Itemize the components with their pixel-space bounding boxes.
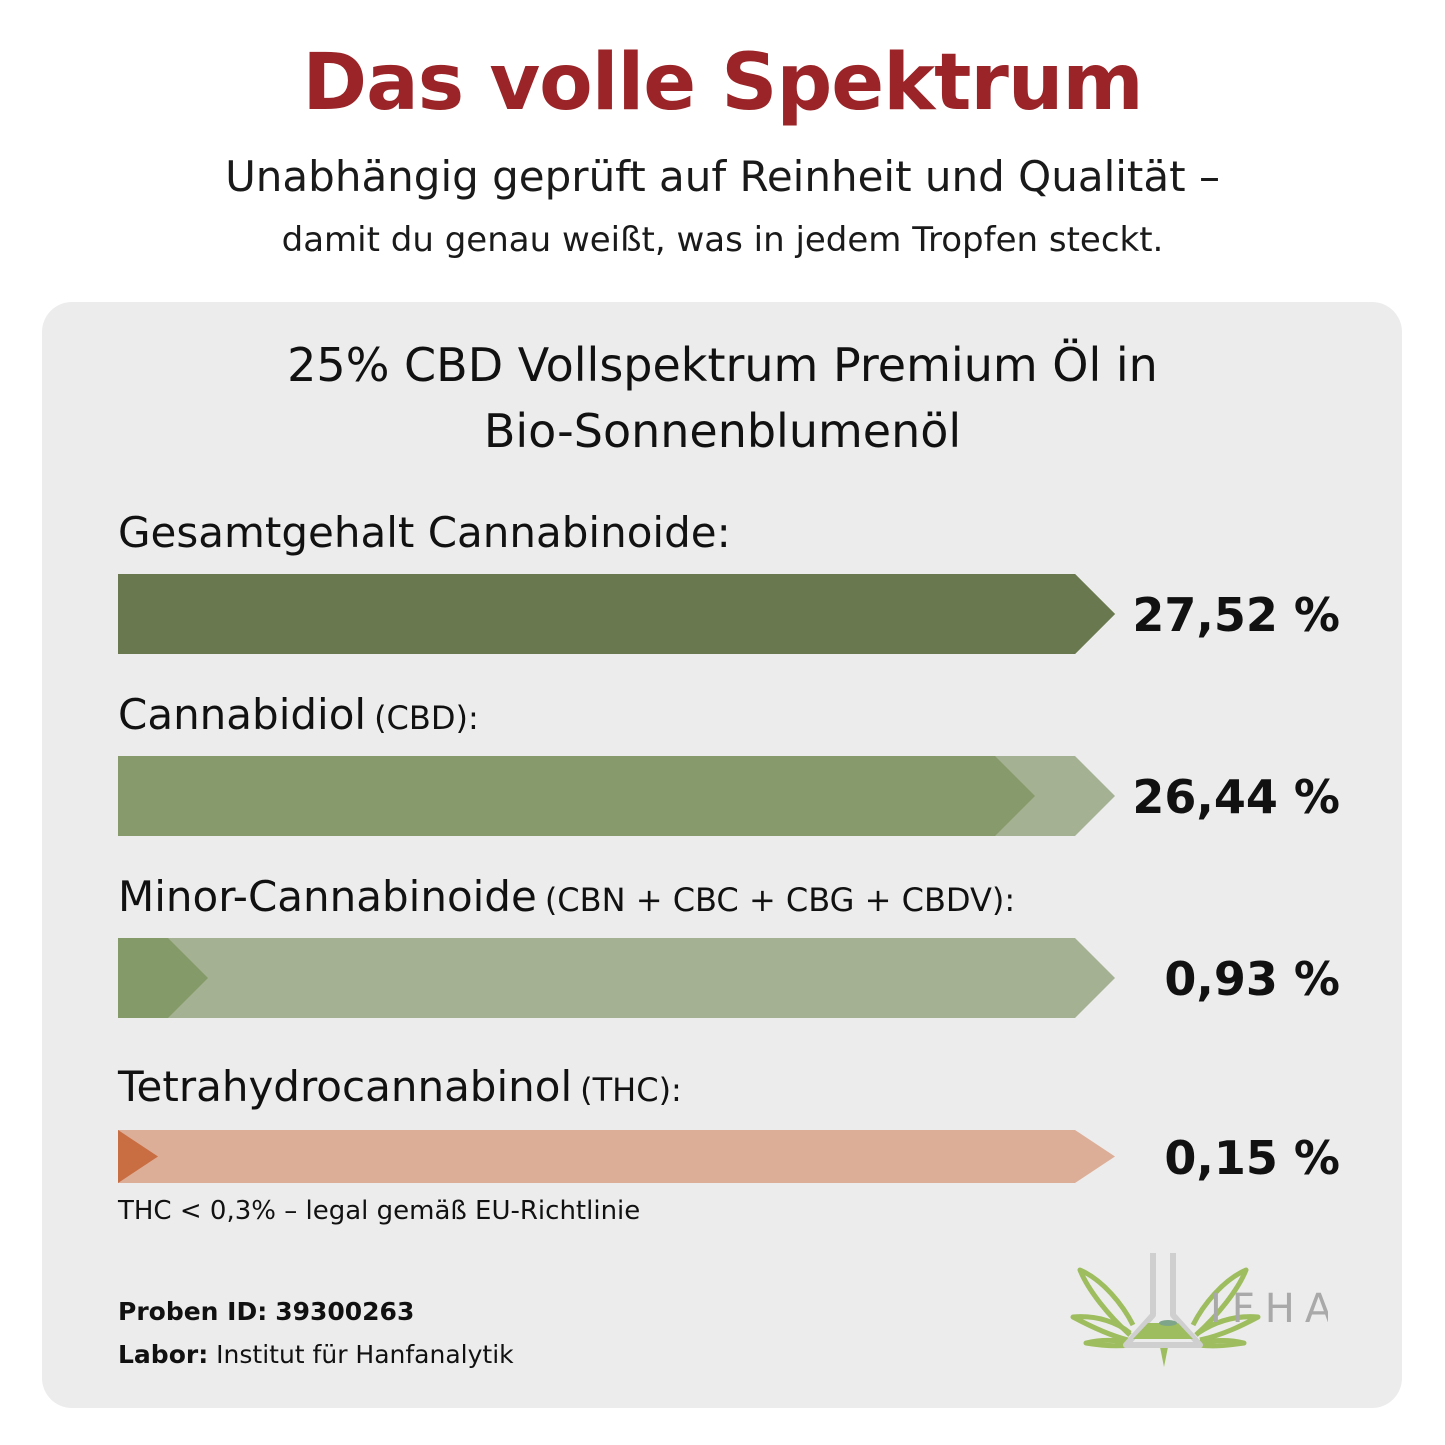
sample-id: Proben ID: 39300263	[118, 1297, 414, 1326]
sample-id-label: Proben ID:	[118, 1297, 268, 1326]
bar-label-abbrev: (CBD):	[374, 699, 479, 737]
bar-track	[118, 938, 1115, 1018]
bar-value-label: 0,93 %	[1164, 952, 1340, 1006]
bar-label-abbrev: (CBN + CBC + CBG + CBDV):	[544, 881, 1016, 919]
lab-value: Institut für Hanfanalytik	[216, 1340, 514, 1369]
bar-track	[118, 1130, 1115, 1183]
bar-label: Minor-Cannabinoide (CBN + CBC + CBG + CBD…	[118, 872, 1015, 921]
ifha-logo: IFHA	[1068, 1245, 1332, 1370]
bar-label: Cannabidiol (CBD):	[118, 690, 479, 739]
bar-value-label: 0,15 %	[1164, 1131, 1340, 1185]
bar-label: Gesamtgehalt Cannabinoide:	[118, 508, 731, 557]
subtitle-line-2: damit du genau weißt, was in jedem Tropf…	[281, 220, 1164, 260]
page-title: Das volle Spektrum	[302, 38, 1143, 128]
product-heading-line-1: 25% CBD Vollspektrum Premium Öl in	[287, 338, 1158, 392]
bar-label: Tetrahydrocannabinol (THC):	[118, 1062, 682, 1111]
bar-fill	[118, 756, 1035, 836]
results-card	[42, 302, 1402, 1408]
bar-label-main: Cannabidiol	[118, 690, 367, 739]
bar-value-label: 26,44 %	[1132, 770, 1340, 824]
bar-label-main: Tetrahydrocannabinol	[118, 1062, 573, 1111]
bar	[118, 574, 1115, 654]
bar	[118, 756, 1115, 836]
product-heading-line-2: Bio-Sonnenblumenöl	[483, 404, 962, 458]
bar-value-label: 27,52 %	[1132, 588, 1340, 642]
bar-label-main: Minor-Cannabinoide	[118, 872, 537, 921]
bar-label-main: Gesamtgehalt Cannabinoide:	[118, 508, 731, 557]
logo-text: IFHA	[1210, 1286, 1328, 1332]
cannabis-leaf-flask-icon: IFHA	[1070, 1253, 1332, 1367]
bar-fill	[118, 574, 1115, 654]
bar	[118, 938, 1115, 1018]
bar-label-abbrev: (THC):	[580, 1071, 682, 1109]
lab-label: Labor:	[118, 1340, 209, 1369]
sample-id-value: 39300263	[275, 1297, 415, 1326]
lab: Labor: Institut für Hanfanalytik	[118, 1340, 514, 1369]
subtitle-line-1: Unabhängig geprüft auf Reinheit und Qual…	[225, 152, 1220, 201]
bar	[118, 1130, 1115, 1183]
thc-legal-note: THC < 0,3% – legal gemäß EU-Richtlinie	[118, 1196, 641, 1226]
